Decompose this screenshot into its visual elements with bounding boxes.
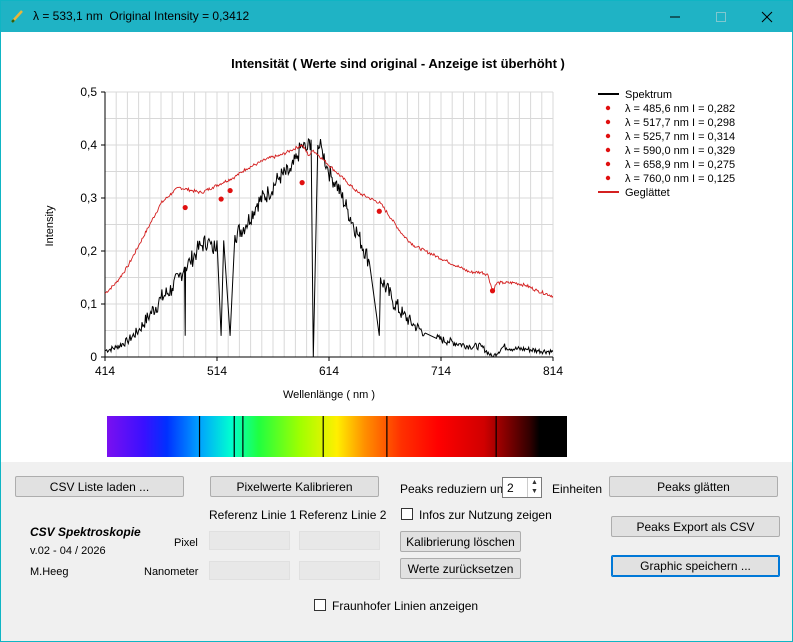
ref2-nanometer-field[interactable] [299, 561, 380, 580]
reference-line-2-label: Referenz Linie 2 [299, 508, 387, 522]
peak-marker [227, 187, 233, 194]
spectrum-chart: Intensität ( Werte sind original - Anzei… [44, 56, 735, 457]
stepper-down-icon[interactable]: ▼ [531, 488, 538, 495]
ref1-pixel-field[interactable] [209, 531, 290, 550]
peak-marker [489, 288, 496, 294]
show-info-checkbox[interactable] [401, 508, 413, 520]
title-bar[interactable]: λ = 533,1 nm Original Intensity = 0,3412 [1, 1, 792, 32]
spectrum-color-bar [107, 416, 567, 457]
peak-marker [182, 204, 188, 211]
y-tick-label: 0,1 [80, 297, 97, 311]
series-line-geglättet [105, 144, 553, 299]
x-tick-label: 514 [207, 364, 227, 378]
app-name: CSV Spektroskopie [30, 525, 141, 539]
stepper-up-icon[interactable]: ▲ [531, 479, 538, 486]
chart-panel: Intensität ( Werte sind original - Anzei… [1, 32, 792, 462]
calibrate-pixels-button[interactable]: Pixelwerte Kalibrieren [210, 476, 379, 497]
legend-label: Geglättet [625, 187, 670, 199]
nanometer-label: Nanometer [144, 566, 199, 578]
ref2-pixel-field[interactable] [299, 531, 380, 550]
spectrum-bar [107, 416, 567, 457]
pencil-icon [11, 10, 23, 23]
smooth-peaks-button[interactable]: Peaks glätten [609, 476, 778, 497]
save-graphic-button[interactable]: Graphic speichern ... [611, 555, 780, 577]
y-tick-label: 0,4 [80, 138, 97, 152]
series-line-spektrum [105, 137, 553, 357]
chart-title: Intensität ( Werte sind original - Anzei… [231, 56, 565, 71]
delete-calibration-button[interactable]: Kalibrierung löschen [400, 531, 521, 552]
y-axis-label: Intensity [44, 205, 56, 246]
legend-dot-swatch [605, 147, 611, 153]
legend-label: λ = 525,7 nm I = 0,314 [625, 131, 735, 143]
y-tick-label: 0,3 [80, 191, 97, 205]
app-author: M.Heeg [30, 566, 69, 578]
close-button[interactable] [744, 1, 790, 32]
chart-lines [105, 137, 553, 357]
x-tick-label: 814 [543, 364, 563, 378]
ref1-nanometer-field[interactable] [209, 561, 290, 580]
y-tick-label: 0,2 [80, 244, 97, 258]
legend-label: λ = 760,0 nm I = 0,125 [625, 173, 735, 185]
peak-marker [376, 208, 382, 214]
app-version: v.02 - 04 / 2026 [30, 545, 106, 557]
y-tick-label: 0 [90, 350, 97, 364]
peaks-reduce-value: 2 [507, 481, 514, 495]
reference-line-1-label: Referenz Linie 1 [209, 508, 297, 522]
export-peaks-button[interactable]: Peaks Export als CSV [611, 516, 780, 537]
reset-values-button[interactable]: Werte zurücksetzen [400, 558, 521, 579]
fraunhofer-checkbox[interactable] [314, 599, 326, 611]
maximize-icon [716, 11, 726, 22]
minimize-icon [670, 16, 680, 17]
chart-grid [104, 91, 554, 358]
legend-label: Spektrum [625, 89, 672, 101]
units-label: Einheiten [552, 482, 603, 496]
peak-marker [299, 180, 305, 186]
x-axis-label: Wellenlänge ( nm ) [283, 389, 375, 401]
x-tick-label: 614 [319, 364, 339, 378]
chart-ticks: 414 514 614 714 814 0 0,1 0,2 0,3 0,4 0,5 [80, 85, 563, 378]
peaks-reduce-label: Peaks reduziern um [400, 482, 507, 496]
load-csv-button[interactable]: CSV Liste laden ... [15, 476, 184, 497]
legend-label: λ = 517,7 nm I = 0,298 [625, 117, 735, 129]
show-info-label: Infos zur Nutzung zeigen [419, 508, 552, 522]
maximize-button[interactable] [698, 1, 744, 32]
peaks-reduce-stepper[interactable]: 2 ▲ ▼ [502, 477, 542, 498]
x-tick-label: 414 [95, 364, 115, 378]
legend-dot-swatch [605, 161, 611, 167]
legend-label: λ = 485,6 nm I = 0,282 [625, 103, 735, 115]
legend-label: λ = 658,9 nm I = 0,275 [625, 159, 735, 171]
legend-dot-swatch [605, 105, 611, 111]
minimize-button[interactable] [652, 1, 698, 32]
legend-dot-swatch [605, 175, 611, 181]
y-tick-label: 0,5 [80, 85, 97, 99]
window-title: λ = 533,1 nm Original Intensity = 0,3412 [33, 9, 250, 23]
pixel-label: Pixel [174, 537, 198, 549]
legend-label: λ = 590,0 nm I = 0,329 [625, 145, 735, 157]
x-tick-label: 714 [431, 364, 451, 378]
chart-legend: Spektrum λ = 485,6 nm I = 0,282 λ = 517,7 … [598, 89, 735, 199]
legend-dot-swatch [605, 119, 611, 125]
chart-peaks [182, 180, 496, 294]
close-icon [761, 11, 773, 22]
peak-marker [218, 196, 224, 202]
legend-dot-swatch [605, 133, 611, 139]
fraunhofer-label: Fraunhofer Linien anzeigen [332, 599, 479, 613]
